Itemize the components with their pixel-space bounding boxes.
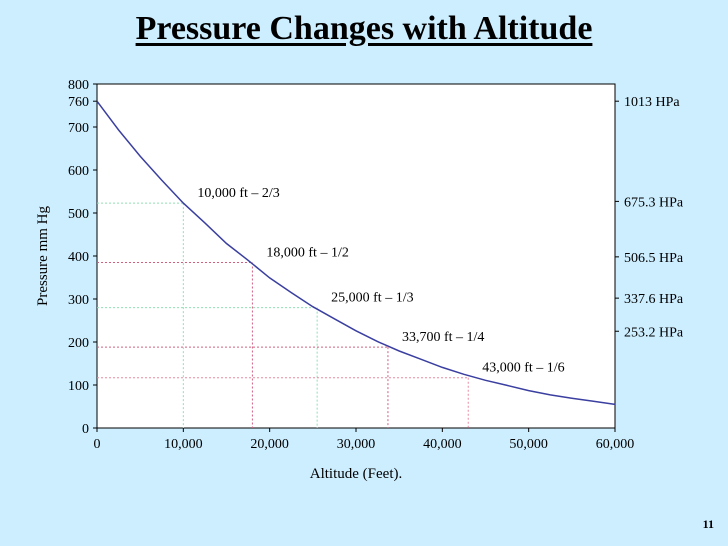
annotation-label-0: 10,000 ft – 2/3 xyxy=(197,186,279,201)
right-axis-label-2: 506.5 HPa xyxy=(624,251,684,266)
x-tick-label-4: 40,000 xyxy=(423,437,462,452)
y-tick-label-7: 700 xyxy=(68,121,89,136)
annotation-label-3: 33,700 ft – 1/4 xyxy=(402,330,484,345)
y-tick-label-9: 800 xyxy=(68,78,89,93)
x-tick-label-3: 30,000 xyxy=(337,437,376,452)
right-axis-label-0: 1013 HPa xyxy=(624,95,680,110)
x-tick-label-1: 10,000 xyxy=(164,437,203,452)
y-tick-label-8: 760 xyxy=(68,95,89,110)
y-axis-title: Pressure mm Hg xyxy=(35,206,51,306)
x-tick-label-6: 60,000 xyxy=(596,437,635,452)
page-title-text: Pressure Changes with Altitude xyxy=(135,10,593,47)
page-title: Pressure Changes with Altitude xyxy=(0,10,728,48)
y-tick-label-5: 500 xyxy=(68,207,89,222)
page-number: 11 xyxy=(702,517,714,531)
y-tick-label-1: 100 xyxy=(68,379,89,394)
y-tick-label-2: 200 xyxy=(68,336,89,351)
plot-area xyxy=(96,83,616,429)
x-tick-label-5: 50,000 xyxy=(509,437,548,452)
y-tick-label-0: 0 xyxy=(82,422,89,437)
right-axis-label-3: 337.6 HPa xyxy=(624,292,684,307)
annotation-label-4: 43,000 ft – 1/6 xyxy=(482,361,564,376)
annotation-label-1: 18,000 ft – 1/2 xyxy=(266,245,348,260)
x-tick-label-2: 20,000 xyxy=(250,437,289,452)
right-axis-label-1: 675.3 HPa xyxy=(624,195,684,210)
annotation-label-2: 25,000 ft – 1/3 xyxy=(331,291,413,306)
series-line-pressure xyxy=(96,100,616,406)
y-tick-label-3: 300 xyxy=(68,293,89,308)
x-tick-label-0: 0 xyxy=(94,437,101,452)
right-axis-label-4: 253.2 HPa xyxy=(624,325,684,340)
y-tick-label-6: 600 xyxy=(68,164,89,179)
y-tick-label-4: 400 xyxy=(68,250,89,265)
x-axis-title: Altitude (Feet). xyxy=(310,466,402,482)
